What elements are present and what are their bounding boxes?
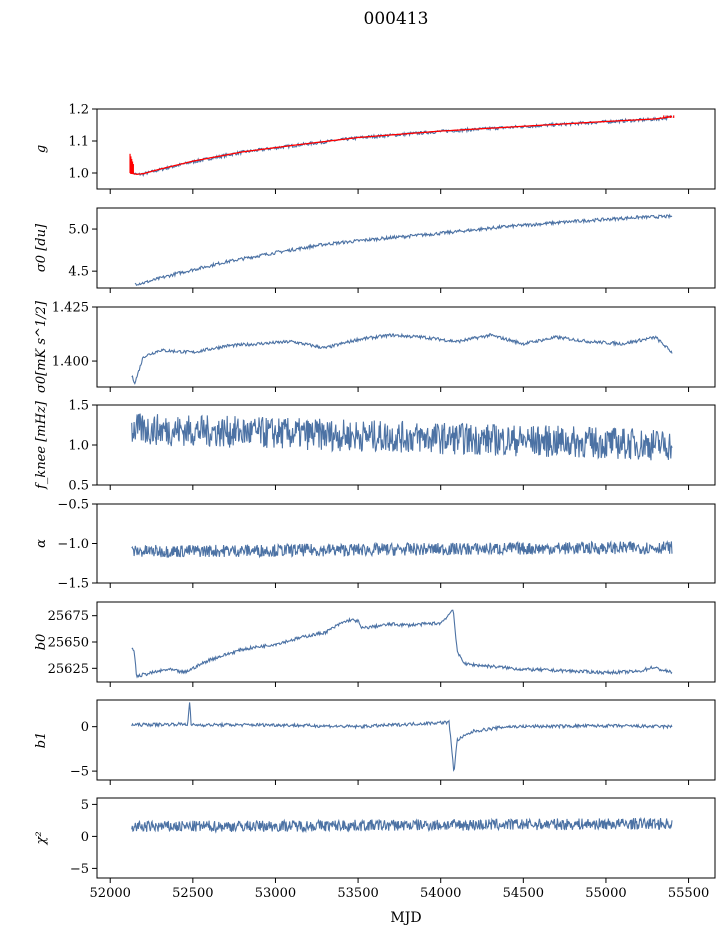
y-tick-label: 4.5 [68,265,89,280]
panel-frame [96,108,716,190]
x-tick-label: 53500 [337,886,378,901]
x-tick-label: 55000 [585,886,626,901]
y-axis-label: α [34,539,49,548]
y-tick-label: −5 [70,862,89,877]
series-line-8-1 [131,816,673,834]
fit-line [129,116,673,175]
y-tick-label: 1.5 [68,399,89,414]
x-tick-label: 52500 [172,886,213,901]
y-tick-label: −1.0 [57,537,89,552]
y-tick-label: 25625 [48,662,89,677]
y-axis-label: b1 [34,732,49,749]
series-line-6-1 [131,609,673,679]
y-tick-label: 0 [81,830,89,845]
panel-5: −1.5 −1.0 −0.5 α [34,498,716,592]
y-tick-label: 1.1 [68,135,89,150]
x-tick-label: 52000 [90,886,131,901]
y-axis-label: σ0[mK s^1/2] [34,300,49,393]
y-tick-label: 1.0 [68,167,89,182]
panel-6: 25625 25650 25675 b0 [34,601,716,687]
series-line-7-1 [131,702,673,772]
x-axis-label: MJD [390,910,421,926]
y-tick-label: 1.400 [52,355,89,370]
figure-title: 000413 [364,9,429,29]
y-tick-label: 0.5 [68,479,89,494]
panel-frame [96,306,716,388]
y-tick-label: 1.425 [52,301,89,316]
panel-1: 1.0 1.1 1.2 g [34,103,716,194]
panel-frame [96,797,716,879]
panel-8: −5 0 5 52000 52500 53000 53500 54000 54500 55000 5… [34,797,716,901]
y-axis-label: χ² [34,831,49,845]
panel-4: 0.5 1.0 1.5 f_knee [mHz] [34,399,716,494]
y-tick-label: 5 [81,798,89,813]
y-tick-label: −5 [70,765,89,780]
y-tick-label: 25650 [48,636,89,651]
panel-2: 4.5 5.0 σ0 [du] [34,207,716,293]
series-line-2-1 [134,213,673,286]
series-line-1-1 [129,114,673,177]
panel-frame [96,503,716,584]
y-tick-label: 25675 [48,609,89,624]
series-line-3-1 [131,332,673,385]
y-tick-label: 1.2 [68,103,89,118]
panel-frame [96,207,716,289]
series-line-4-1 [131,413,673,461]
x-tick-label: 54000 [420,886,461,901]
x-tick-label: 54500 [503,886,544,901]
y-axis-label: f_knee [mHz] [34,400,49,490]
y-tick-label: 5.0 [68,223,89,238]
panel-frame [96,699,716,781]
y-tick-label: 0 [81,720,89,735]
panel-7: −5 0 b1 [34,699,716,785]
x-tick-label: 55500 [668,886,709,901]
y-axis-label: g [34,145,49,153]
y-tick-label: −0.5 [57,498,89,513]
y-axis-label: b0 [34,634,49,651]
y-tick-label: −1.5 [57,577,89,592]
y-tick-label: 1.0 [68,439,89,454]
y-axis-label: σ0 [du] [34,223,49,272]
x-tick-label: 53000 [255,886,296,901]
series-line-5-1 [131,539,673,559]
